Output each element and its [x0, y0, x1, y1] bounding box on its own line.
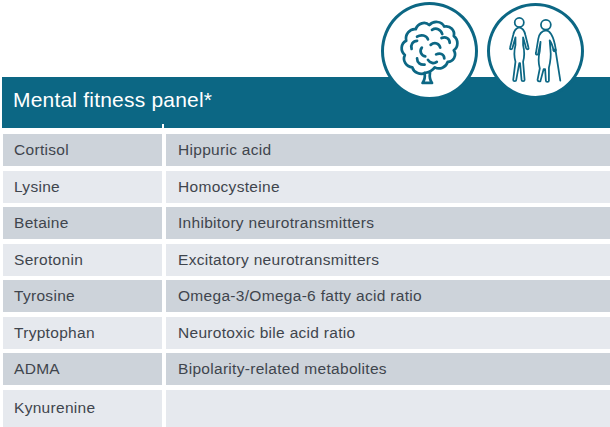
table-row: Kynurenine: [3, 390, 610, 427]
table-top-strip-right: [164, 124, 610, 128]
metabolite-name-cell: Cortisol: [3, 134, 162, 166]
biomarker-name-cell: Omega-3/Omega-6 fatty acid ratio: [166, 280, 610, 312]
metabolite-name-cell: Lysine: [3, 171, 162, 203]
table-row: TyrosineOmega-3/Omega-6 fatty acid ratio: [3, 280, 610, 312]
metabolite-name-cell: Tryptophan: [3, 317, 162, 349]
metabolite-table: CortisolHippuric acidLysineHomocysteineB…: [3, 134, 610, 427]
metabolite-name-cell: Serotonin: [3, 244, 162, 276]
table-top-strip-left: [2, 124, 162, 128]
biomarker-name-cell: Excitatory neurotransmitters: [166, 244, 610, 276]
table-row: ADMABipolarity-related metabolites: [3, 353, 610, 385]
table-row: SerotoninExcitatory neurotransmitters: [3, 244, 610, 276]
biomarker-name-cell: Hippuric acid: [166, 134, 610, 166]
mental-fitness-panel: Mental fitness panel*: [0, 0, 610, 427]
metabolite-name-cell: ADMA: [3, 353, 162, 385]
biomarker-name-cell: Homocysteine: [166, 171, 610, 203]
metabolite-name-cell: Tyrosine: [3, 280, 162, 312]
table-top-strip: [2, 124, 610, 128]
metabolite-name-cell: Kynurenine: [3, 390, 162, 427]
table-row: CortisolHippuric acid: [3, 134, 610, 166]
brain-icon: [396, 14, 464, 88]
woman-and-elderly-man-icon: [498, 10, 574, 92]
aging-badge: [487, 3, 584, 99]
table-row: TryptophanNeurotoxic bile acid ratio: [3, 317, 610, 349]
biomarker-name-cell: [166, 390, 610, 427]
panel-title: Mental fitness panel*: [13, 87, 212, 111]
table-row: LysineHomocysteine: [3, 171, 610, 203]
biomarker-name-cell: Bipolarity-related metabolites: [166, 353, 610, 385]
biomarker-name-cell: Inhibitory neurotransmitters: [166, 207, 610, 239]
table-row: BetaineInhibitory neurotransmitters: [3, 207, 610, 239]
metabolite-name-cell: Betaine: [3, 207, 162, 239]
biomarker-name-cell: Neurotoxic bile acid ratio: [166, 317, 610, 349]
brain-badge: [381, 2, 478, 100]
